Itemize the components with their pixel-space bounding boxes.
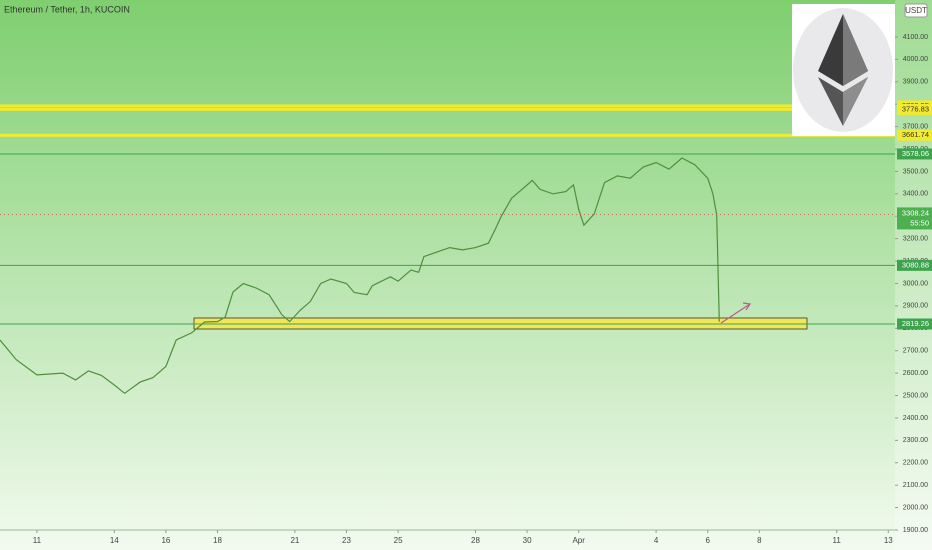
x-tick-label: 8 xyxy=(757,536,762,545)
x-tick-label: 14 xyxy=(110,536,119,545)
y-tick-label: 4100.00 xyxy=(903,34,928,41)
x-tick-label: 13 xyxy=(884,536,893,545)
level-label-box xyxy=(897,259,932,271)
x-tick-label: 6 xyxy=(705,536,710,545)
y-tick-label: 2400.00 xyxy=(903,415,928,422)
eth-logo xyxy=(792,4,895,136)
x-tick-label: 11 xyxy=(833,536,842,545)
level-label-box xyxy=(897,103,932,115)
last-price: 3308.24 xyxy=(902,208,929,217)
y-tick-label: 2600.00 xyxy=(903,370,928,377)
x-tick-label: 18 xyxy=(213,536,222,545)
y-tick-label: 2500.00 xyxy=(903,392,928,399)
x-tick-label: 23 xyxy=(342,536,351,545)
level-label-box xyxy=(897,148,932,160)
currency-box xyxy=(904,3,928,18)
level-label: 3776.83 xyxy=(902,104,929,113)
y-tick-label: 2200.00 xyxy=(903,460,928,467)
x-tick-label: 28 xyxy=(471,536,480,545)
y-tick-label: 3500.00 xyxy=(903,168,928,175)
y-tick-label: 3400.00 xyxy=(903,191,928,198)
currency: USDT xyxy=(905,6,927,15)
y-tick-label: 2000.00 xyxy=(903,504,928,511)
chart-title: Ethereum / Tether, 1h, KUCOIN xyxy=(4,4,130,14)
level-label: 3578.06 xyxy=(902,149,929,158)
y-tick-label: 2900.00 xyxy=(903,303,928,310)
price-axis xyxy=(895,0,932,550)
x-tick-label: 21 xyxy=(290,536,299,545)
x-tick-label: 16 xyxy=(161,536,170,545)
x-tick-label: 30 xyxy=(523,536,532,545)
countdown: 55:50 xyxy=(910,218,929,227)
projection-arrow xyxy=(720,302,752,324)
y-tick-label: 3200.00 xyxy=(903,236,928,243)
y-tick-label: 1900.00 xyxy=(903,527,928,534)
y-tick-label: 3000.00 xyxy=(903,280,928,287)
y-tick-label: 3700.00 xyxy=(903,123,928,130)
level-label-box xyxy=(897,129,932,141)
y-tick-label: 2100.00 xyxy=(903,482,928,489)
level-label: 3661.74 xyxy=(902,130,929,139)
level-label-box xyxy=(897,318,932,330)
y-tick-label: 3900.00 xyxy=(903,79,928,86)
x-tick-label: 4 xyxy=(654,536,659,545)
x-tick-label: 11 xyxy=(33,536,42,545)
y-tick-label: 4000.00 xyxy=(903,56,928,63)
y-tick-label: 2700.00 xyxy=(903,348,928,355)
level-label: 2819.26 xyxy=(902,319,929,328)
y-tick-label: 2300.00 xyxy=(903,437,928,444)
x-tick-label: Apr xyxy=(572,536,585,545)
price-line xyxy=(0,157,720,395)
x-tick-label: 25 xyxy=(394,536,403,545)
last-price-box xyxy=(897,207,932,230)
level-label: 3080.88 xyxy=(902,260,929,269)
